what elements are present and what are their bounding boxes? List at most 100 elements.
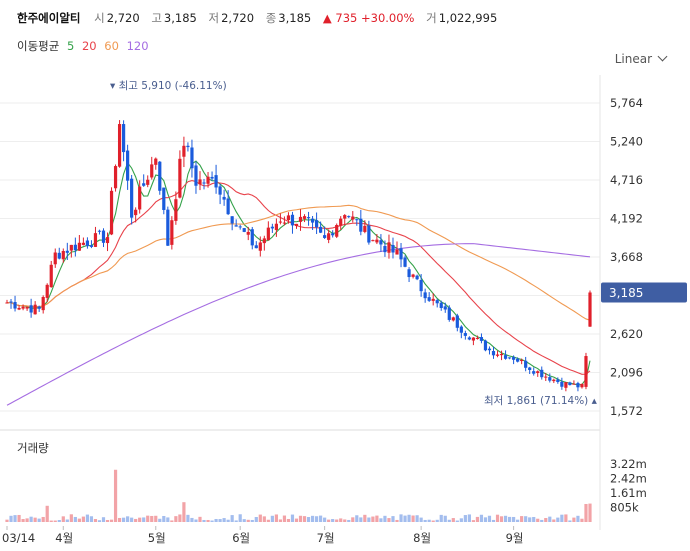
volume-bar (218, 519, 222, 522)
candle-body (294, 223, 299, 227)
volume-bar (548, 516, 552, 522)
ma20-label[interactable]: 20 (81, 39, 97, 53)
volume-bar (576, 515, 580, 522)
volume-bar (53, 520, 57, 522)
candle-body (447, 307, 451, 320)
volume-bar (190, 517, 194, 522)
candle-body (270, 226, 274, 229)
volume-bar (447, 519, 451, 522)
ma60-label[interactable]: 60 (104, 39, 119, 53)
candle-body (407, 269, 411, 278)
candle-body (544, 376, 548, 378)
candle-body (234, 225, 238, 227)
candle-body (443, 306, 447, 310)
candle-body (109, 190, 114, 235)
volume-bar (178, 514, 182, 522)
candle-body (53, 252, 57, 265)
candle-body (126, 150, 130, 181)
candle-body (387, 242, 391, 253)
volume-bar (580, 518, 584, 522)
candle-body (503, 355, 508, 359)
candle-body (266, 227, 270, 241)
scale-dropdown[interactable]: Linear (615, 51, 668, 66)
volume-bar (210, 520, 214, 522)
candle-body (367, 225, 371, 243)
volume-bar (222, 518, 226, 522)
volume-bar (487, 515, 492, 522)
volume-bar (122, 517, 126, 522)
candle-body (45, 284, 49, 298)
candle-body (391, 244, 395, 253)
volume-bar (130, 517, 134, 522)
candle-body (495, 354, 500, 356)
close-value: 3,185 (278, 11, 312, 25)
candle-body (158, 161, 162, 191)
candle-body (21, 306, 25, 309)
volume-bar (544, 518, 548, 522)
candle-body (528, 367, 532, 370)
volume-bar (286, 518, 291, 522)
candle-body (286, 215, 291, 221)
volume-bar (33, 517, 37, 522)
candle-body (347, 216, 351, 218)
volume-bar (335, 519, 339, 522)
candle-body (17, 307, 21, 310)
candle-body (65, 250, 69, 253)
candle-body (540, 369, 544, 378)
candle-body (170, 220, 174, 245)
x-axis-label: 5월 (148, 531, 166, 545)
volume-bar (556, 517, 560, 522)
ma5-label[interactable]: 5 (66, 39, 75, 53)
current-price-tag (601, 282, 687, 303)
volume-bar (532, 516, 536, 522)
volume-bar (174, 516, 178, 522)
candle-body (568, 382, 572, 386)
volume-bar (375, 515, 379, 522)
volume-bar (242, 519, 246, 522)
candle-body (323, 235, 327, 238)
candle-body (61, 250, 65, 260)
x-axis-label: 8월 (413, 531, 431, 545)
volume-bar (290, 514, 295, 522)
volume-bar (415, 515, 419, 522)
volume-bar (483, 517, 488, 522)
price-tick-label: 5,240 (610, 135, 643, 149)
candle-body (9, 301, 13, 303)
volume-bar (234, 520, 238, 522)
volume-bar (423, 519, 427, 522)
volume-bar (323, 517, 327, 522)
candle-body (57, 252, 61, 259)
candle-body (467, 337, 471, 340)
open-value: 2,720 (106, 11, 140, 25)
volume-bar (13, 515, 17, 522)
volume-bar (89, 516, 94, 522)
volume-bar (314, 516, 319, 522)
candle-body (371, 240, 375, 242)
volume-tick-label: 1.61m (610, 486, 647, 500)
volume-bar (584, 503, 588, 522)
x-axis-label: 9월 (506, 531, 524, 545)
volume-bar (134, 518, 138, 522)
volume-bar (61, 516, 65, 522)
volume-bar (214, 518, 218, 522)
candle-body (186, 145, 190, 148)
volume-bar (113, 469, 118, 522)
volume-bar (254, 517, 258, 522)
candle-body (73, 244, 77, 251)
volume-bar (435, 519, 439, 522)
volume-bar (266, 519, 270, 522)
stock-header: 한주에이알티 시 2,720 고 3,185 저 2,720 종 3,185 ▲ 735… (17, 10, 505, 26)
volume-bar (101, 517, 106, 522)
ma-legend: 이동평균 5 20 60 120 (17, 38, 149, 54)
candle-body (182, 145, 186, 157)
candle-body (122, 124, 126, 153)
candle-body (89, 245, 94, 247)
ma120-label[interactable]: 120 (126, 39, 149, 53)
candle-body (33, 304, 37, 315)
candle-body (298, 216, 303, 222)
volume-bar (57, 520, 61, 522)
volume-bar (194, 519, 198, 522)
candle-body (218, 186, 222, 195)
price-tick-label: 2,620 (610, 327, 643, 341)
